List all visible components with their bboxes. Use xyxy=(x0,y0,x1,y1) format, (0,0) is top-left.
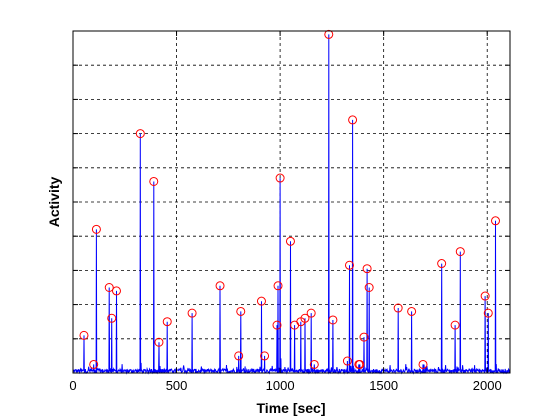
peak-markers xyxy=(79,29,501,369)
peak-marker xyxy=(324,29,334,39)
peak-marker xyxy=(149,176,159,186)
peak-marker xyxy=(107,313,117,323)
peak-marker xyxy=(256,296,266,306)
peak-marker xyxy=(342,356,352,366)
peak-marker xyxy=(275,173,285,183)
peak-marker xyxy=(407,306,417,316)
peak-marker xyxy=(344,260,354,270)
x-axis-label: Time [sec] xyxy=(257,400,326,416)
peak-marker xyxy=(272,320,282,330)
peak-marker xyxy=(89,359,99,369)
axis-ticks: 0 500 1000 1500 2000 xyxy=(69,30,510,393)
peak-marker xyxy=(328,315,338,325)
peak-marker xyxy=(362,264,372,274)
peak-marker xyxy=(234,351,244,361)
y-axis-label: Activity xyxy=(46,177,62,228)
x-tick-label: 2000 xyxy=(473,378,502,393)
peak-marker xyxy=(393,303,403,313)
peak-marker xyxy=(359,332,369,342)
x-tick-label: 1500 xyxy=(369,378,398,393)
peak-marker xyxy=(355,359,365,369)
peak-marker xyxy=(450,320,460,330)
x-tick-label: 500 xyxy=(166,378,188,393)
x-tick-label: 1000 xyxy=(266,378,295,393)
activity-line xyxy=(72,34,511,375)
peak-marker xyxy=(300,313,310,323)
peak-marker xyxy=(437,259,447,269)
peak-marker xyxy=(306,308,316,318)
peak-marker xyxy=(236,306,246,316)
peak-marker xyxy=(480,291,490,301)
peak-marker xyxy=(348,115,358,125)
peak-marker xyxy=(135,129,145,139)
plot-data xyxy=(72,29,511,375)
peak-marker xyxy=(491,216,501,226)
peak-marker xyxy=(260,351,270,361)
peak-marker xyxy=(364,283,374,292)
grid xyxy=(73,31,510,373)
peak-marker xyxy=(91,224,101,234)
peak-marker xyxy=(111,286,121,296)
peak-marker xyxy=(104,283,114,292)
peak-marker xyxy=(483,308,493,318)
peak-marker xyxy=(187,308,197,318)
peak-marker xyxy=(285,236,295,246)
peak-marker xyxy=(309,359,319,369)
peak-marker xyxy=(418,359,428,369)
x-tick-label: 0 xyxy=(69,378,76,393)
peak-marker xyxy=(455,247,465,257)
peak-marker xyxy=(154,337,164,347)
peak-marker xyxy=(273,281,283,291)
peak-marker xyxy=(79,330,89,340)
peak-marker xyxy=(162,317,172,327)
peak-marker xyxy=(215,281,225,291)
